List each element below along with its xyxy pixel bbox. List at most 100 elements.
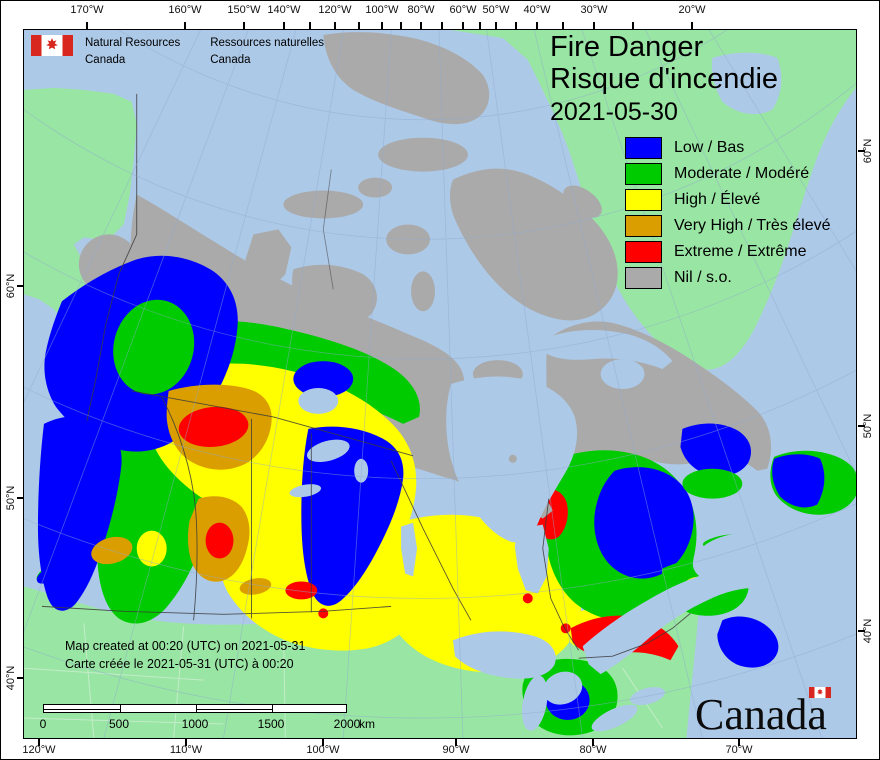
foxe-basin: [457, 305, 525, 353]
orange-sask-patch: [239, 578, 272, 595]
lon-tick-top: [462, 22, 464, 29]
sixtieth-parallel-border: [131, 390, 414, 457]
parallel-4: [24, 369, 856, 479]
lat-tick-right: [858, 425, 865, 427]
legend-swatch-extreme: [625, 241, 662, 263]
melville-island: [283, 190, 364, 219]
legend-label-moderate: Moderate / Modéré: [674, 165, 810, 182]
lake-superior: [452, 631, 556, 679]
dept-name-fr-line1: Ressources naturelles: [210, 37, 325, 49]
lon-tick-bottom: [185, 739, 187, 746]
map-frame: [23, 29, 857, 739]
lake-huron: [543, 671, 583, 705]
lon-tick-top: [420, 22, 422, 29]
lat-label-left: 60°N: [5, 273, 17, 299]
lon-label-bottom: 80°W: [579, 744, 607, 756]
victoria-island: [292, 264, 377, 326]
lon-label-top: 140°W: [267, 4, 301, 16]
lon-tick-top: [536, 22, 538, 29]
lon-tick-top: [243, 22, 245, 29]
lon-tick-top: [86, 22, 88, 29]
yellow-bc-patch-2: [136, 530, 167, 567]
lon-tick-top: [495, 22, 497, 29]
dept-name-fr-line2: Canada: [210, 53, 251, 66]
lon-tick-top: [381, 22, 383, 29]
manitoba-ontario-border: [390, 460, 472, 621]
legend-row-very_high: Very High / Très élevé: [625, 213, 831, 239]
lon-label-top: 120°W: [318, 4, 352, 16]
lon-tick-top: [691, 22, 693, 29]
lon-label-top: 170°W: [70, 4, 104, 16]
lon-tick-top-minor: [479, 22, 481, 29]
blue-vancouver-island-tip: [36, 569, 56, 584]
canada-fire-danger-map: [24, 30, 856, 738]
scale-bar-number: 0: [39, 717, 47, 731]
lon-tick-bottom: [38, 739, 40, 746]
scale-bar-divider: [272, 705, 273, 712]
green-yukon-core: [113, 299, 195, 395]
lon-label-bottom: 100°W: [306, 744, 340, 756]
ontario-quebec-border: [542, 498, 580, 651]
lon-tick-bottom: [455, 739, 457, 746]
bathurst-island: [358, 177, 393, 198]
blue-nova-scotia: [717, 616, 779, 668]
parallel-6: [24, 633, 856, 719]
boothia-peninsula: [411, 271, 436, 312]
lon-label-bottom: 90°W: [442, 744, 470, 756]
lon-tick-bottom: [592, 739, 594, 746]
boundary-lines: [41, 93, 691, 659]
creation-note-fr: Carte créée le 2021-05-31 (UTC) à 00:20: [65, 657, 294, 672]
lake-winnipeg: [401, 522, 418, 577]
legend: Low / Bas Moderate / Modéré High / Élevé Ve…: [625, 135, 831, 291]
scale-bar-number: 1500: [257, 717, 285, 731]
graticule: [24, 30, 856, 738]
red-south-sask: [285, 581, 318, 600]
canada-wordmark: Canada: [695, 687, 831, 740]
legend-label-very_high: Very High / Très élevé: [674, 217, 831, 234]
legend-row-nil: Nil / s.o.: [625, 265, 831, 291]
great-bear-lake: [298, 387, 339, 414]
belcher-islands: [508, 454, 517, 463]
red-south-alberta: [205, 522, 234, 559]
st-lawrence-river: [582, 567, 768, 675]
lon-tick-bottom: [738, 739, 740, 746]
scale-bar-unit: km: [359, 717, 375, 731]
lon-tick-top-minor: [441, 22, 443, 29]
parallel-5: [24, 503, 856, 599]
scale-bar-number: 1000: [181, 717, 209, 731]
water-bodies: [289, 305, 782, 732]
lon-tick-bottom: [322, 739, 324, 746]
wordmark-text: Canada: [695, 690, 827, 739]
lat-tick-left: [17, 285, 24, 287]
legend-row-extreme: Extreme / Extrême: [625, 239, 831, 265]
legend-label-nil: Nil / s.o.: [674, 269, 732, 286]
devon-island: [378, 137, 468, 172]
red-spot-manitoba: [318, 608, 329, 619]
meridians: [24, 30, 856, 738]
lon-tick-top: [283, 22, 285, 29]
lon-tick-top: [593, 22, 595, 29]
green-labrador-south: [682, 468, 743, 499]
great-slave-lake: [306, 439, 350, 462]
scale-bar-number: 500: [108, 717, 130, 731]
lon-label-top: 80°W: [407, 4, 435, 16]
blue-newfoundland: [772, 454, 825, 508]
legend-label-high: High / Élevé: [674, 191, 761, 208]
lon-tick-top-minor: [400, 22, 402, 29]
lat-label-left: 50°N: [5, 485, 17, 511]
ellesmere-island: [323, 32, 490, 125]
bc-alberta-border: [161, 396, 198, 621]
lon-label-top: 20°W: [678, 4, 706, 16]
legend-label-extreme: Extreme / Extrême: [674, 243, 807, 260]
james-bay: [514, 524, 549, 594]
creation-note-en: Map created at 00:20 (UTC) on 2021-05-31: [65, 639, 306, 653]
parallel-3: [24, 230, 856, 360]
legend-label-low: Low / Bas: [674, 139, 745, 156]
lon-tick-top-minor: [358, 22, 360, 29]
lake-michigan: [522, 675, 548, 731]
lat-label-left: 40°N: [5, 665, 17, 691]
lake-erie: [591, 704, 638, 732]
lon-label-bottom: 110°W: [169, 744, 203, 756]
blue-great-bear: [293, 361, 354, 397]
